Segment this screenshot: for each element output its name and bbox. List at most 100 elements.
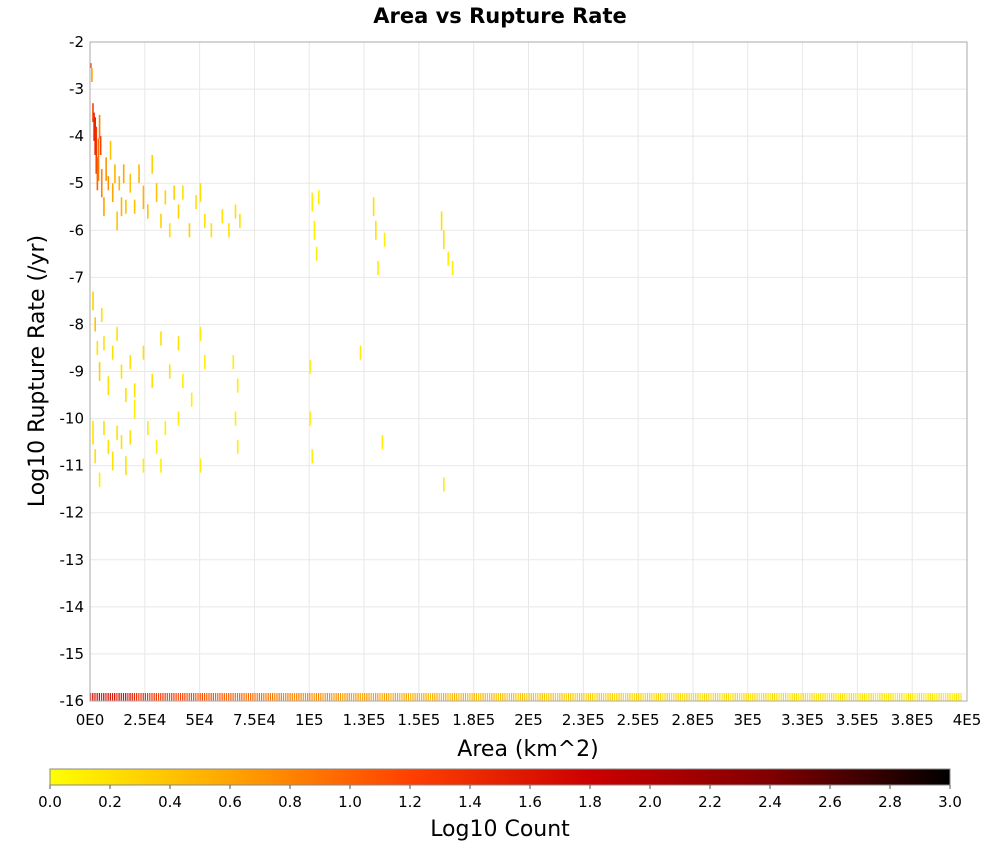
heatmap-cell (482, 693, 484, 701)
heatmap-cell (745, 693, 747, 701)
heatmap-cell (785, 693, 787, 701)
heatmap-cell (355, 693, 357, 701)
heatmap-cell (342, 693, 344, 701)
heatmap-cell (486, 693, 489, 701)
heatmap-cell (188, 693, 190, 701)
heatmap-cell (99, 136, 102, 155)
colorbar-tick-label: 0.2 (98, 793, 122, 811)
heatmap-cell (289, 693, 291, 701)
heatmap-cell (107, 176, 110, 191)
heatmap-cell (116, 326, 118, 341)
heatmap-cell (548, 693, 550, 701)
heatmap-cell (802, 693, 804, 701)
heatmap-cell (741, 693, 743, 701)
heatmap-cell (107, 439, 110, 454)
heatmap-cell (916, 693, 918, 701)
heatmap-cell (383, 232, 386, 247)
heatmap-cell (883, 693, 885, 701)
heatmap-cell (164, 693, 166, 701)
heatmap-cell (129, 355, 132, 370)
heatmap-cell (269, 693, 271, 701)
x-tick-label: 0E0 (76, 711, 105, 729)
heatmap-cell (905, 693, 907, 701)
heatmap-cell (243, 693, 245, 701)
y-tick-label: -15 (60, 645, 85, 663)
heatmap-cell (526, 693, 528, 701)
heatmap-cell (850, 693, 852, 701)
heatmap-cell (923, 693, 925, 701)
heatmap-cell (822, 693, 824, 701)
heatmap-cell (155, 183, 158, 203)
heatmap-cell (92, 420, 94, 445)
heatmap-cell (642, 693, 644, 701)
heatmap-cell (111, 345, 114, 360)
heatmap-cell (160, 458, 162, 473)
heatmap-cell (600, 693, 603, 701)
x-tick-label: 3.8E5 (891, 711, 934, 729)
heatmap-cell (614, 693, 616, 701)
heatmap-cell (524, 693, 526, 701)
heatmap-cell (760, 693, 763, 701)
heatmap-cell (874, 693, 877, 701)
heatmap-cell (458, 693, 460, 701)
heatmap-cell (697, 693, 699, 701)
heatmap-cell (513, 693, 515, 701)
heatmap-cell (535, 693, 537, 701)
heatmap-cell (328, 693, 331, 701)
heatmap-cell (800, 693, 802, 701)
heatmap-cell (931, 693, 934, 701)
heatmap-cell (427, 693, 429, 701)
heatmap-cell (631, 693, 633, 701)
colorbar-tick-label: 0.0 (38, 793, 62, 811)
heatmap-cell (368, 693, 370, 701)
heatmap-cell (359, 345, 362, 360)
heatmap-cell (491, 693, 493, 701)
y-tick-label: -11 (60, 457, 85, 475)
heatmap-cell (96, 157, 99, 191)
heatmap-cell (495, 693, 497, 701)
heatmap-cell (219, 693, 221, 701)
heatmap-cell (401, 693, 403, 701)
heatmap-cell (155, 693, 157, 701)
heatmap-cell (182, 693, 184, 701)
heatmap-cell (122, 164, 125, 184)
heatmap-cell (142, 458, 145, 473)
heatmap-cell (506, 693, 508, 701)
heatmap-cell (690, 693, 692, 701)
heatmap-cell (90, 63, 92, 68)
heatmap-cell (168, 223, 171, 238)
heatmap-cell (94, 117, 96, 155)
heatmap-cell (684, 693, 686, 701)
heatmap-cell (806, 693, 809, 701)
heatmap-cell (234, 693, 236, 701)
heatmap-cell (570, 693, 572, 701)
heatmap-cell (307, 693, 309, 701)
colorbar-tick-label: 2.4 (758, 793, 782, 811)
heatmap-cell (160, 213, 162, 228)
colorbar-tick-label: 1.8 (578, 793, 602, 811)
heatmap-cell (94, 317, 96, 332)
heatmap-cell (138, 164, 140, 184)
heatmap-cell (673, 693, 675, 701)
heatmap-cell (872, 693, 874, 701)
heatmap-cell (774, 693, 776, 701)
heatmap-cell (195, 693, 197, 701)
heatmap-cell (793, 693, 795, 701)
heatmap-cell (765, 693, 767, 701)
heatmap-cell (100, 307, 103, 323)
heatmap-cell (442, 230, 445, 250)
heatmap-cell (907, 693, 910, 701)
heatmap-cell (164, 420, 167, 436)
heatmap-cell (710, 693, 712, 701)
heatmap-cell (782, 693, 785, 701)
heatmap-cell (918, 693, 920, 701)
heatmap-cell (947, 693, 949, 701)
heatmap-cell (151, 693, 153, 701)
heatmap-cell (706, 693, 708, 701)
heatmap-cell (204, 355, 206, 370)
y-tick-label: -6 (69, 221, 84, 239)
heatmap-cell (664, 693, 666, 701)
heatmap-cell (377, 693, 379, 701)
heatmap-cell (214, 693, 217, 701)
heatmap-cell (114, 164, 116, 184)
